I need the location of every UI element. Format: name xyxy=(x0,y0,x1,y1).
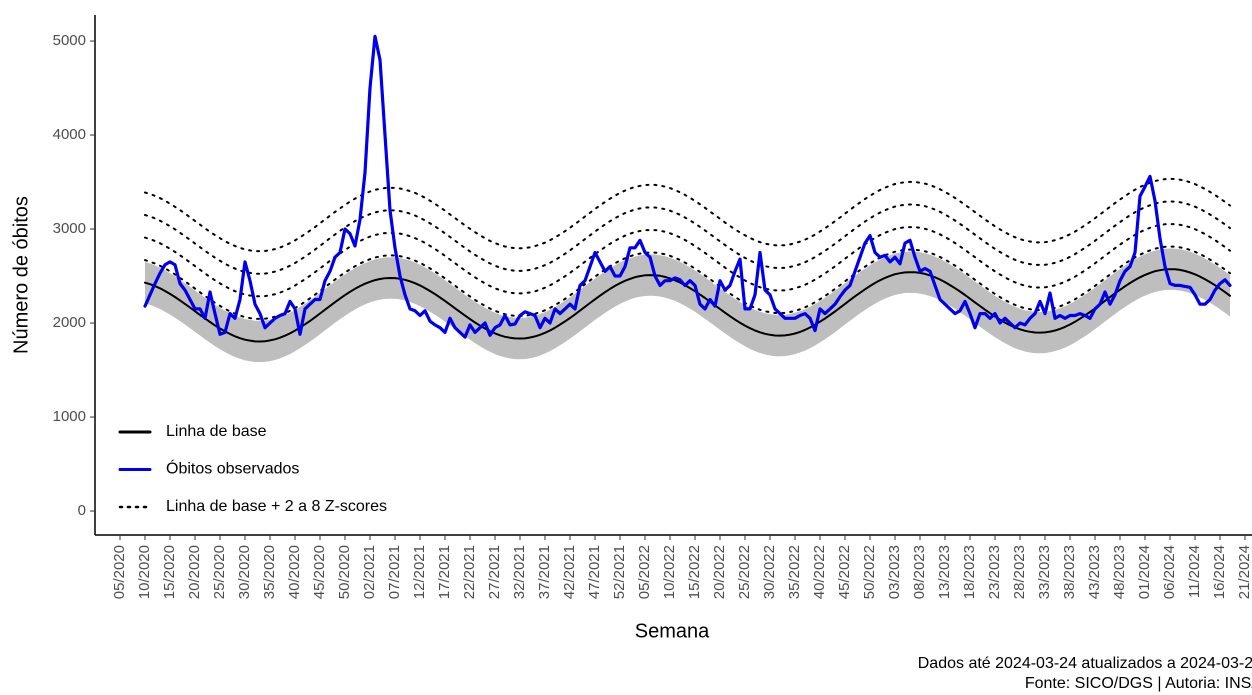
y-tick-label: 4000 xyxy=(53,126,86,143)
x-tick-label: 11/2024 xyxy=(1186,545,1203,598)
x-tick-label: 03/2023 xyxy=(886,545,903,599)
x-tick-label: 33/2023 xyxy=(1036,545,1053,599)
x-tick-label: 38/2023 xyxy=(1061,545,1078,599)
x-tick-label: 23/2023 xyxy=(986,545,1003,599)
legend-label: Linha de base + 2 a 8 Z-scores xyxy=(166,498,387,515)
x-tick-label: 25/2020 xyxy=(211,545,228,599)
x-tick-label: 32/2021 xyxy=(511,545,528,599)
x-tick-label: 52/2021 xyxy=(611,545,628,599)
x-tick-label: 17/2021 xyxy=(436,545,453,599)
x-tick-label: 06/2024 xyxy=(1161,545,1178,599)
y-axis-title: Número de óbitos xyxy=(10,196,32,354)
x-tick-label: 47/2021 xyxy=(586,545,603,599)
y-tick-label: 0 xyxy=(78,502,86,519)
x-tick-label: 30/2022 xyxy=(761,545,778,599)
x-tick-label: 25/2022 xyxy=(736,545,753,599)
x-tick-label: 13/2023 xyxy=(936,545,953,599)
x-tick-label: 50/2022 xyxy=(861,545,878,599)
x-tick-label: 05/2022 xyxy=(636,545,653,599)
x-tick-label: 18/2023 xyxy=(961,545,978,599)
x-tick-label: 43/2023 xyxy=(1086,545,1103,599)
x-tick-label: 20/2020 xyxy=(186,545,203,599)
x-tick-label: 16/2024 xyxy=(1211,545,1228,599)
x-tick-label: 02/2021 xyxy=(361,545,378,599)
y-tick-label: 1000 xyxy=(53,408,86,425)
x-tick-label: 15/2022 xyxy=(686,545,703,599)
legend: Linha de base Óbitos observados Linha de b… xyxy=(118,423,387,515)
x-tick-label: 37/2021 xyxy=(536,545,553,599)
x-tick-label: 35/2022 xyxy=(786,545,803,599)
series-line xyxy=(143,34,1232,339)
x-tick-label: 30/2020 xyxy=(236,545,253,599)
x-tick-label: 10/2022 xyxy=(661,545,678,599)
x-tick-label: 08/2023 xyxy=(911,545,928,599)
x-tick-label: 40/2020 xyxy=(286,545,303,599)
x-tick-label: 22/2021 xyxy=(461,545,478,599)
legend-label: Óbitos observados xyxy=(166,459,299,478)
x-tick-label: 50/2020 xyxy=(336,545,353,599)
x-tick-label: 15/2020 xyxy=(161,545,178,599)
x-tick-label: 28/2023 xyxy=(1011,545,1028,599)
x-tick-label: 12/2021 xyxy=(411,545,428,599)
x-axis-title: Semana xyxy=(635,620,710,642)
x-tick-label: 42/2021 xyxy=(561,545,578,599)
series-line xyxy=(144,268,1231,343)
y-tick-label: 3000 xyxy=(53,220,86,237)
x-tick-label: 20/2022 xyxy=(711,545,728,599)
x-tick-label: 05/2020 xyxy=(111,545,128,599)
footnote: Fonte: SICO/DGS | Autoria: INSA xyxy=(1025,675,1252,692)
y-tick-label: 2000 xyxy=(53,314,86,331)
x-tick-label: 21/2024 xyxy=(1236,545,1252,599)
x-tick-label: 10/2020 xyxy=(136,545,153,599)
x-tick-label: 07/2021 xyxy=(386,545,403,599)
band xyxy=(145,248,1230,363)
legend-label: Linha de base xyxy=(166,423,267,440)
x-tick-label: 45/2022 xyxy=(836,545,853,599)
x-tick-label: 01/2024 xyxy=(1136,545,1153,599)
y-tick-label: 5000 xyxy=(53,32,86,49)
footnote: Dados até 2024-03-24 atualizados a 2024-… xyxy=(918,655,1252,672)
x-tick-label: 40/2022 xyxy=(811,545,828,599)
x-tick-label: 48/2023 xyxy=(1111,545,1128,599)
x-tick-label: 35/2020 xyxy=(261,545,278,599)
x-tick-label: 27/2021 xyxy=(486,545,503,599)
x-tick-label: 45/2020 xyxy=(311,545,328,599)
